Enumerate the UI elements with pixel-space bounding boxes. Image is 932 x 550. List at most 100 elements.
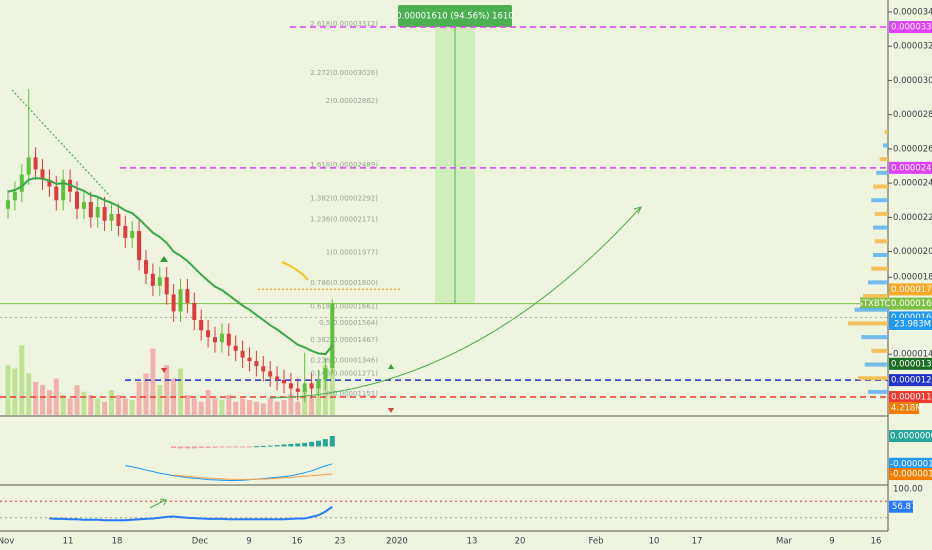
macd-hist — [205, 446, 211, 448]
fib-label: 1.236(0.00002171) — [310, 215, 378, 223]
volume-bar — [302, 390, 308, 415]
y-tick-label: 0.00002200 — [893, 213, 932, 223]
measure-label: 0.00001610 (94.56%) 1610 — [396, 12, 513, 22]
macd-hist — [260, 445, 266, 447]
volume-bar — [33, 381, 39, 415]
volume-profile-label: 23.983M — [894, 320, 931, 330]
candle-body — [12, 191, 17, 201]
volume-bar — [5, 365, 11, 415]
macd-hist — [247, 446, 252, 448]
candle-body — [164, 277, 169, 295]
level-label-bg — [889, 357, 932, 370]
candle-body — [254, 361, 259, 367]
volume-profile-bar — [871, 198, 888, 203]
volume-bar — [53, 378, 59, 415]
ema-line — [7, 176, 334, 356]
volume-bar — [281, 400, 287, 415]
candle-body — [95, 207, 100, 218]
candle-body — [206, 330, 211, 338]
volume-bar — [212, 398, 218, 415]
candle-body — [144, 260, 148, 274]
volume-bar — [309, 398, 315, 415]
volume-bar — [295, 401, 301, 415]
macd-hist — [309, 441, 315, 447]
volume-bar — [288, 395, 294, 415]
volume-profile-bar — [872, 252, 888, 257]
y-tick-label: 0.00003200 — [893, 42, 932, 52]
candle-body — [109, 213, 114, 221]
up-marker — [160, 256, 168, 262]
macd-hist — [253, 446, 259, 448]
x-tick-label: 23 — [335, 537, 346, 547]
volume-profile-bar — [871, 348, 888, 353]
rsi-arrow — [149, 498, 167, 509]
volume-profile-bar — [872, 225, 888, 230]
candle-body — [54, 186, 59, 201]
macd-hist — [191, 446, 197, 449]
volume-bar — [115, 395, 121, 415]
volume-profile-bar — [874, 239, 888, 244]
macd-hist — [212, 446, 218, 448]
y-tick-label: 0.00002000 — [893, 247, 932, 257]
x-tick-label: Feb — [588, 537, 603, 547]
candle-body — [316, 379, 321, 389]
macd-hist — [281, 444, 287, 447]
candle-body — [185, 289, 190, 303]
candle-body — [150, 273, 155, 286]
candle-body — [47, 179, 52, 187]
macd-hist — [219, 446, 225, 448]
candle-body — [288, 383, 293, 389]
macd-hist — [322, 439, 328, 447]
macd-label-bg — [889, 468, 932, 481]
volume-profile-bar — [879, 157, 888, 162]
arrow-head — [633, 206, 642, 215]
x-tick-label: 17 — [692, 537, 703, 547]
volume-bar — [274, 401, 280, 415]
level-label-bg — [889, 161, 932, 174]
volume-profile-bar — [872, 184, 888, 189]
macd-hist — [288, 443, 294, 447]
volume-bar — [46, 390, 52, 415]
candle-body — [268, 371, 273, 377]
level-label: 0.00001344 — [891, 359, 932, 369]
x-tick-label: 9 — [829, 537, 834, 547]
down-marker — [161, 368, 167, 373]
volume-bar — [19, 345, 25, 415]
volume-bar — [233, 401, 239, 415]
x-tick-label: 9 — [246, 537, 251, 547]
volume-bar — [40, 385, 45, 415]
volume-bar — [260, 403, 266, 415]
candle-body — [323, 367, 328, 380]
candle-body — [233, 345, 238, 351]
level-label: 0.00003312 — [891, 23, 932, 33]
measure-label-bg — [398, 5, 512, 27]
candle-body — [137, 231, 142, 261]
volume-profile-bar — [864, 362, 888, 367]
candle-body — [116, 213, 121, 226]
candle-body — [192, 302, 197, 321]
macd-hist — [295, 443, 301, 447]
plot-layer: 0.00003400 0.00003200 0.00003000 0.00002800… — [0, 5, 932, 547]
fib-label: 2.272(0.00003026) — [310, 69, 378, 77]
fib-label: 0.146(0.00001271) — [310, 369, 378, 377]
volume-bar — [102, 401, 108, 415]
candle-body — [282, 379, 286, 384]
y-tick-label: 0.00002800 — [893, 110, 932, 120]
volume-bar — [150, 348, 156, 415]
volume-bar — [136, 381, 142, 415]
x-tick-label: 20 — [515, 537, 526, 547]
volume-bar — [26, 373, 32, 415]
y-tick-label: 0.00001850 — [893, 273, 932, 283]
volume-profile-bar — [867, 389, 888, 394]
candle-body — [81, 201, 86, 209]
macd-hist — [226, 446, 232, 448]
candle-body — [199, 320, 204, 331]
candle-body — [261, 366, 266, 372]
level-label-bg — [889, 374, 932, 387]
volume-bar — [240, 398, 246, 415]
projection-curve — [269, 207, 641, 399]
y-tick-label: 0.00001400 — [893, 350, 932, 360]
level-label: 0.00001150 — [891, 393, 932, 403]
trend-line — [11, 89, 111, 197]
volume-bar — [157, 385, 163, 415]
